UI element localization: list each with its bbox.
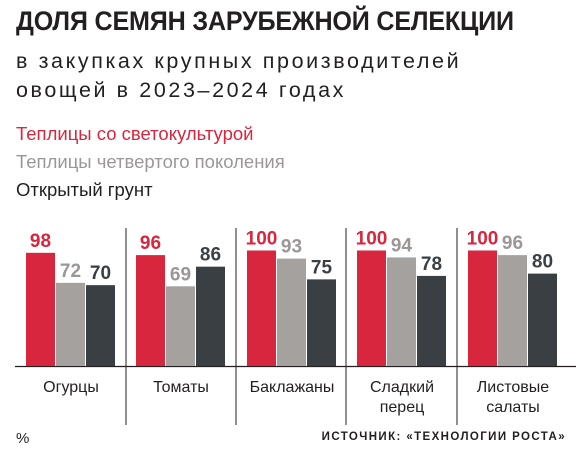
data-label: 100 [356, 229, 388, 250]
data-label: 100 [467, 229, 499, 250]
category-label: перец [380, 399, 425, 416]
legend-item-lit-greenhouses: Теплицы со светокультурой [16, 123, 254, 144]
data-label: 78 [421, 254, 442, 275]
bar [166, 286, 195, 366]
bar [136, 255, 165, 366]
chart-subtitle: в закупках крупных производителей овощей… [16, 47, 461, 105]
data-label: 100 [246, 229, 278, 250]
category-label: Баклажаны [250, 379, 335, 396]
data-label: 72 [60, 261, 81, 282]
category-label: Листовые [477, 379, 549, 396]
data-label: 70 [90, 263, 111, 284]
bar [417, 275, 446, 366]
data-label: 86 [200, 245, 221, 266]
legend-item-open-ground: Открытый грунт [16, 179, 153, 200]
subtitle-line-1: в закупках крупных производителей [16, 49, 462, 73]
bar [196, 266, 225, 366]
data-label: 75 [311, 257, 333, 278]
bar [307, 279, 336, 366]
source-note: ИСТОЧНИК: «ТЕХНОЛОГИИ РОСТА» [321, 431, 566, 443]
chart-title: ДОЛЯ СЕМЯН ЗАРУБЕЖНОЙ СЕЛЕКЦИИ [16, 6, 514, 36]
data-label: 69 [170, 264, 191, 285]
bar [247, 250, 276, 366]
data-label: 96 [140, 233, 161, 254]
data-label: 93 [281, 237, 302, 258]
bar [528, 273, 557, 366]
bar [387, 257, 416, 366]
legend-item-fourth-gen-greenhouses: Теплицы четвертого поколения [16, 151, 285, 172]
data-label: 96 [502, 233, 523, 254]
bar [26, 252, 55, 366]
data-label: 80 [532, 252, 553, 273]
bar [498, 255, 527, 366]
category-label: Огурцы [43, 379, 99, 396]
bar [357, 250, 386, 366]
category-label: Томаты [153, 379, 209, 396]
subtitle-line-2: овощей в 2023–2024 годах [16, 78, 346, 102]
bar [468, 250, 497, 366]
data-label: 98 [30, 231, 51, 252]
bar [277, 258, 306, 366]
bar [86, 285, 115, 366]
category-label: Сладкий [370, 379, 434, 396]
bar [56, 282, 85, 366]
unit-label: % [16, 430, 30, 447]
data-label: 94 [391, 235, 413, 256]
category-label: салаты [486, 399, 540, 416]
